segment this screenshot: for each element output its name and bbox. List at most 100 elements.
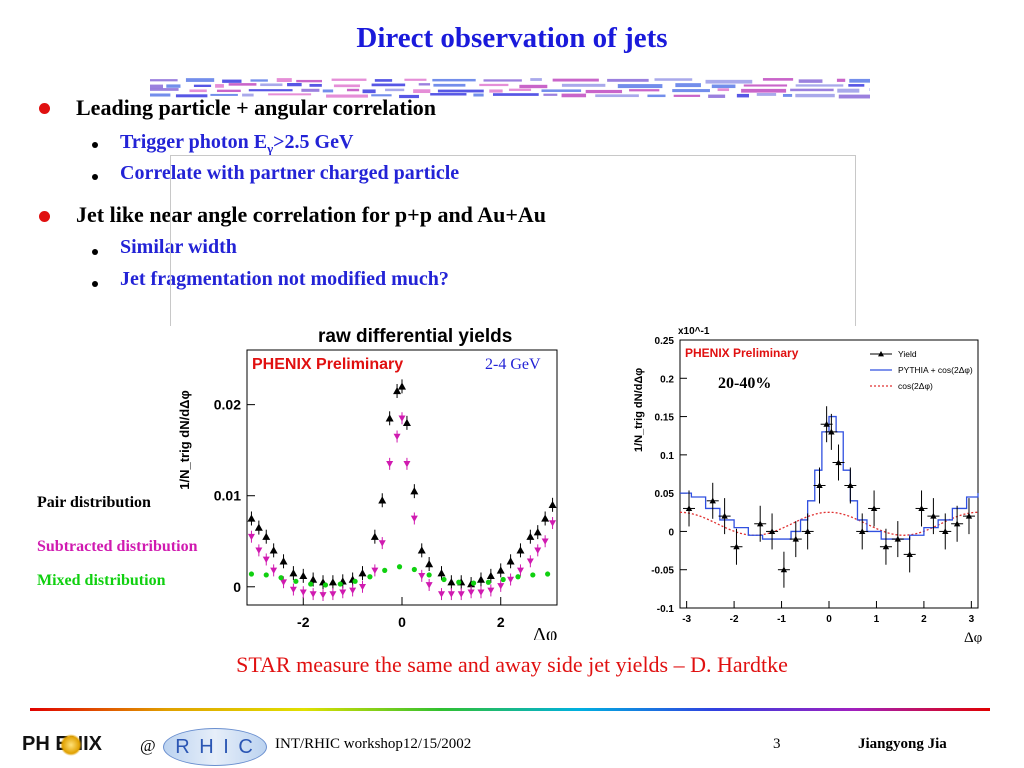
subtracted-point [425, 582, 433, 589]
deco-stroke [296, 79, 322, 83]
deco-stroke [795, 84, 844, 87]
subtracted-point [410, 515, 418, 522]
deco-stroke [492, 93, 539, 96]
subtracted-point [280, 579, 288, 586]
subtracted-point [487, 587, 495, 594]
deco-stroke [552, 78, 599, 82]
x-axis-label: Δφ [964, 630, 983, 644]
deco-stroke [309, 83, 322, 87]
pair-point [328, 578, 337, 586]
mixed-point [500, 576, 506, 583]
mixed-point [352, 578, 358, 584]
deco-stroke [647, 94, 666, 98]
deco-stroke [210, 93, 238, 96]
deco-stroke [215, 84, 224, 88]
deco-stroke [561, 93, 587, 98]
pair-point [506, 557, 515, 565]
deco-stroke [166, 84, 181, 88]
pair-point [437, 569, 446, 577]
mixed-point [322, 582, 329, 588]
pair-point [279, 557, 288, 565]
yield-point [930, 512, 937, 519]
deco-stroke [756, 93, 777, 96]
mixed-point [382, 567, 388, 573]
sub-bullet-dot-icon [92, 249, 98, 255]
annotation-preliminary: PHENIX Preliminary [252, 356, 403, 373]
pythia-step-line [680, 415, 979, 540]
yield-point [792, 535, 799, 542]
deco-stroke [585, 89, 623, 94]
footer-workshop: INT/RHIC workshop12/15/2002 [275, 736, 472, 752]
deco-stroke [708, 94, 726, 98]
deco-stroke [322, 89, 334, 93]
pair-point [269, 546, 278, 554]
deco-stroke [543, 93, 558, 96]
phenix-sun-icon [60, 734, 82, 756]
deco-stroke [228, 83, 257, 86]
deco-stroke [836, 78, 846, 82]
y-axis-label: 1/N_trig dN/dΔφ [177, 390, 192, 490]
subtracted-point [418, 573, 426, 580]
yield-point [709, 497, 716, 504]
bullet-dot-icon [39, 103, 50, 114]
deco-stroke [150, 84, 164, 89]
pair-point [309, 575, 318, 583]
subtracted-point [386, 461, 394, 468]
deco-stroke [331, 78, 367, 81]
yield-point [965, 512, 973, 519]
subtracted-point [457, 591, 465, 598]
pair-point [370, 532, 379, 540]
x-axis-label: Δφ [533, 624, 557, 640]
deco-stroke [790, 88, 834, 92]
deco-stroke [260, 83, 283, 87]
pair-point [548, 500, 557, 509]
subtracted-point [497, 583, 505, 590]
subtracted-point [255, 547, 263, 554]
deco-stroke [530, 78, 542, 81]
mixed-point [485, 579, 491, 585]
deco-stroke [418, 83, 431, 86]
annotation-energy: 2-4 GeV [485, 356, 541, 373]
deco-stroke [150, 93, 171, 97]
sub-bullet-dot-icon [92, 142, 98, 148]
subtracted-point [437, 591, 445, 598]
deco-stroke [346, 88, 360, 92]
figure-frame [170, 155, 856, 326]
deco-stroke [404, 78, 427, 81]
mixed-point [426, 572, 432, 578]
subtracted-point [541, 538, 549, 545]
deco-stroke [561, 83, 606, 87]
pair-point [516, 546, 525, 554]
pair-point [526, 532, 535, 540]
mixed-point [411, 566, 417, 573]
deco-stroke [437, 89, 484, 93]
y-tick-label: 0.2 [660, 374, 674, 385]
pair-point [541, 514, 550, 522]
mixed-point [263, 572, 269, 578]
subtracted-point [507, 576, 515, 583]
subtracted-point [299, 589, 307, 596]
deco-stroke [150, 79, 178, 82]
annotation-centrality: 20-40% [718, 375, 771, 392]
yield-point [953, 520, 961, 527]
legend-entry: Yield [898, 349, 917, 359]
deco-stroke [607, 78, 649, 82]
yield-point [835, 459, 842, 466]
mixed-point [545, 571, 551, 577]
yield-point [828, 428, 835, 435]
sub-bullet-trigger-pre: Trigger photon E [120, 131, 268, 153]
deco-stroke [385, 88, 405, 92]
footer-divider [30, 708, 990, 711]
pair-point [447, 578, 456, 586]
deco-stroke [479, 83, 509, 87]
y-tick-label: -0.05 [651, 566, 674, 577]
left-chart: raw differential yields PHENIX Preliminar… [177, 326, 558, 640]
deco-stroke [287, 83, 302, 87]
y-tick-label: 0.25 [655, 336, 675, 347]
deco-stroke [413, 89, 431, 94]
x-tick-label: -3 [682, 614, 691, 625]
caption: STAR measure the same and away side jet … [236, 652, 788, 677]
subtracted-point [309, 591, 317, 598]
title-decoration [150, 78, 870, 99]
deco-stroke [374, 79, 393, 82]
